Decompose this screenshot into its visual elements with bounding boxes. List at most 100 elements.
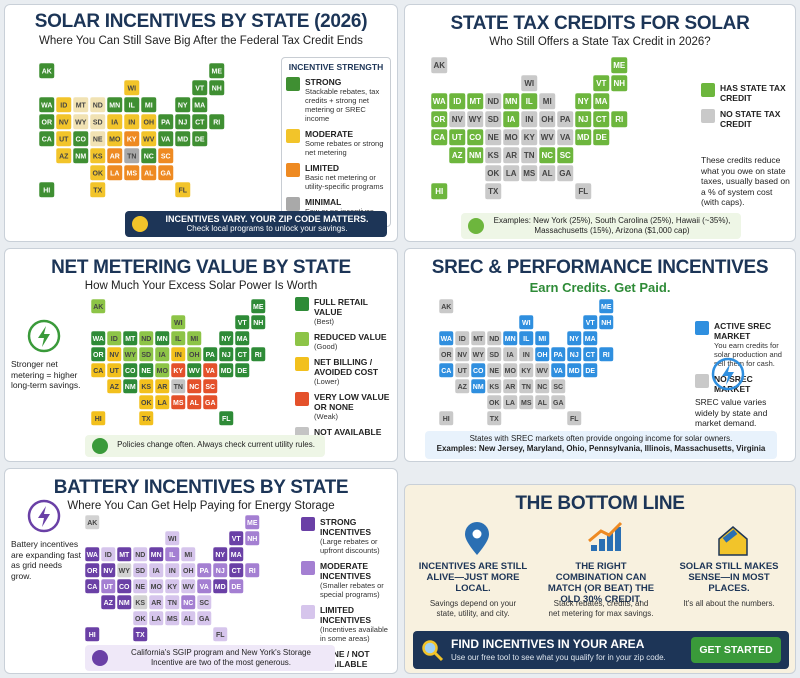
state-tile — [164, 578, 180, 594]
state-tile — [164, 546, 180, 562]
state-label: VT — [586, 320, 596, 327]
legend-desc: (Incentives available in some areas) — [320, 625, 388, 643]
state-tile — [466, 110, 484, 128]
state-label: KY — [524, 133, 536, 142]
state-tile — [566, 410, 582, 426]
state-tile — [138, 330, 154, 346]
state-tile — [244, 530, 260, 546]
panel-subtitle: Earn Credits. Get Paid. — [529, 280, 671, 295]
state-tile — [170, 330, 186, 346]
state-tile — [122, 362, 138, 378]
state-tile — [123, 147, 140, 164]
state-label: WY — [75, 119, 87, 126]
state-label: WA — [41, 102, 52, 109]
state-label: MD — [569, 368, 580, 375]
get-started-button[interactable]: GET STARTED — [691, 637, 781, 663]
state-label: AR — [110, 153, 120, 160]
state-tile — [122, 330, 138, 346]
state-label: ID — [453, 97, 461, 106]
state-tile — [486, 362, 502, 378]
column-text: It's all about the numbers. — [683, 599, 775, 608]
state-tile — [218, 410, 234, 426]
footer-line: States with SREC markets often provide o… — [469, 434, 733, 443]
state-label: CO — [119, 584, 130, 591]
legend-desc: Basic net metering or utility-specific p… — [305, 173, 384, 191]
state-tile — [470, 330, 486, 346]
state-tile — [502, 128, 520, 146]
side-note: These credits reduce what you owe on sta… — [701, 155, 790, 207]
state-label: NY — [578, 97, 590, 106]
state-tile — [89, 96, 106, 113]
cta-banner: FIND INCENTIVES IN YOUR AREA Use our free… — [413, 631, 789, 669]
state-tile — [520, 128, 538, 146]
legend-desc: (Lower) — [314, 377, 340, 386]
state-tile — [138, 410, 154, 426]
state-label: FL — [178, 187, 187, 194]
legend: STRONG INCENTIVES (Large rebates or upfro… — [301, 517, 393, 673]
state-label: UT — [458, 368, 468, 375]
panel: STATE TAX CREDITS FOR SOLAR Who Still Off… — [404, 4, 796, 242]
legend-desc: (Good) — [314, 342, 338, 351]
state-label: MA — [231, 552, 242, 559]
state-tile — [138, 362, 154, 378]
state-tile — [148, 546, 164, 562]
state-tile — [534, 346, 550, 362]
state-label: TN — [174, 384, 183, 391]
legend-item: MODERATE Some rebates or strong net meter… — [286, 129, 386, 157]
state-label: ME — [601, 304, 612, 311]
state-tile — [186, 330, 202, 346]
state-tile — [116, 578, 132, 594]
state-label: ME — [253, 304, 264, 311]
state-label: ID — [111, 336, 118, 343]
legend-swatch — [295, 357, 309, 371]
state-label: UT — [452, 133, 463, 142]
state-label: RI — [615, 115, 623, 124]
state-label: NV — [59, 119, 69, 126]
state-label: OR — [433, 115, 445, 124]
state-label: FL — [216, 632, 225, 639]
state-label: NC — [144, 153, 154, 160]
state-tile — [228, 530, 244, 546]
state-label: PA — [200, 568, 209, 575]
state-tile — [148, 578, 164, 594]
column-heading: INCENTIVES ARE STILL ALIVE—JUST MORE LOC… — [418, 561, 528, 594]
state-tile — [174, 96, 191, 113]
state-label: NM — [473, 384, 484, 391]
state-label: SC — [205, 384, 215, 391]
state-map: AK ME WI VT NH WA ID MT ND MN IL MI NY MA OR NV WY SD IA IN… — [38, 62, 225, 198]
state-tile — [430, 182, 448, 200]
state-tile — [157, 113, 174, 130]
state-tile — [116, 546, 132, 562]
legend-name: FULL RETAIL VALUE — [314, 297, 368, 317]
column-heading: SOLAR STILL MAKES SENSE—IN MOST PLACES. — [679, 561, 779, 594]
state-tile — [38, 130, 55, 147]
state-tile — [186, 378, 202, 394]
legend-swatch — [295, 332, 309, 346]
state-tile — [122, 346, 138, 362]
state-label: MO — [505, 133, 518, 142]
state-tile — [582, 362, 598, 378]
state-label: WI — [524, 79, 534, 88]
legend-desc: You earn credits for solar production an… — [714, 341, 782, 368]
state-label: MD — [177, 136, 188, 143]
state-label: AL — [190, 400, 200, 407]
state-tile — [502, 362, 518, 378]
state-tile — [520, 74, 538, 92]
state-label: IL — [129, 102, 136, 109]
icon-circle — [92, 650, 108, 666]
state-label: NH — [613, 79, 625, 88]
state-label: WY — [119, 568, 131, 575]
footer-note: Examples: New York (25%), South Carolina… — [461, 213, 741, 239]
state-tile — [556, 146, 574, 164]
state-tile — [212, 578, 228, 594]
state-tile — [486, 346, 502, 362]
state-tile — [228, 578, 244, 594]
footer-line: California's SGIP program and New York's… — [131, 648, 311, 667]
state-tile — [438, 298, 454, 314]
state-label: TX — [142, 416, 151, 423]
state-map: AK ME WI VT NH WA ID MT ND MN IL MI NY MA OR NV WY SD IA IN… — [438, 298, 614, 426]
legend-item: ACTIVE SREC MARKET You earn credits for s… — [695, 321, 789, 368]
state-label: CT — [238, 352, 248, 359]
state-tile — [202, 378, 218, 394]
state-tile — [90, 362, 106, 378]
